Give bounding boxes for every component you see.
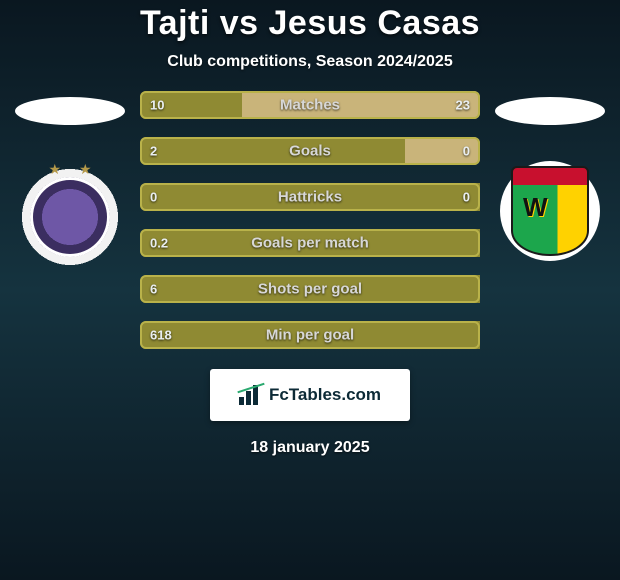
club-crest-right xyxy=(500,161,600,261)
stat-row: Goals2 0 xyxy=(140,137,480,165)
stat-label: Shots per goal xyxy=(140,281,480,298)
stat-value-left: 0 xyxy=(150,190,157,205)
stat-value-left: 6 xyxy=(150,282,157,297)
page-subtitle: Club competitions, Season 2024/2025 xyxy=(167,53,452,71)
page-title: Tajti vs Jesus Casas xyxy=(140,4,480,43)
stat-value-left: 2 xyxy=(150,144,157,159)
stat-value-left: 0.2 xyxy=(150,236,168,251)
stat-label: Min per goal xyxy=(140,327,480,344)
player-photo-placeholder-left xyxy=(15,97,125,125)
left-player-column: ★★ xyxy=(10,91,130,267)
main-row: ★★ Matches1023Goals20Hattricks00Goals pe… xyxy=(0,91,620,349)
stat-row: Shots per goal6 xyxy=(140,275,480,303)
stat-value-right: 0 xyxy=(463,144,470,159)
stat-row: Min per goal618 xyxy=(140,321,480,349)
stat-row: Matches10 23 xyxy=(140,91,480,119)
fctables-logo-icon xyxy=(239,385,263,405)
right-player-column xyxy=(490,91,610,261)
crest-shield-icon xyxy=(511,166,589,256)
stat-value-right: 23 xyxy=(456,98,470,113)
stat-value-left: 10 xyxy=(150,98,164,113)
content-wrapper: Tajti vs Jesus Casas Club competitions, … xyxy=(0,0,620,580)
comparison-bars: Matches1023Goals20Hattricks00Goals per m… xyxy=(140,91,480,349)
stat-label: Goals xyxy=(140,143,480,160)
stat-value-left: 618 xyxy=(150,328,172,343)
brand-text: FcTables.com xyxy=(269,385,381,405)
date-stamp: 18 january 2025 xyxy=(250,439,369,457)
brand-box: FcTables.com xyxy=(210,369,410,421)
player-photo-placeholder-right xyxy=(495,97,605,125)
stat-label: Matches xyxy=(140,97,480,114)
crest-stars-icon: ★★ xyxy=(20,161,120,178)
stat-row: Hattricks0 0 xyxy=(140,183,480,211)
stat-value-right: 0 xyxy=(463,190,470,205)
club-crest-left: ★★ xyxy=(20,167,120,267)
stat-label: Goals per match xyxy=(140,235,480,252)
stat-label: Hattricks xyxy=(140,189,480,206)
stat-row: Goals per match0.2 xyxy=(140,229,480,257)
